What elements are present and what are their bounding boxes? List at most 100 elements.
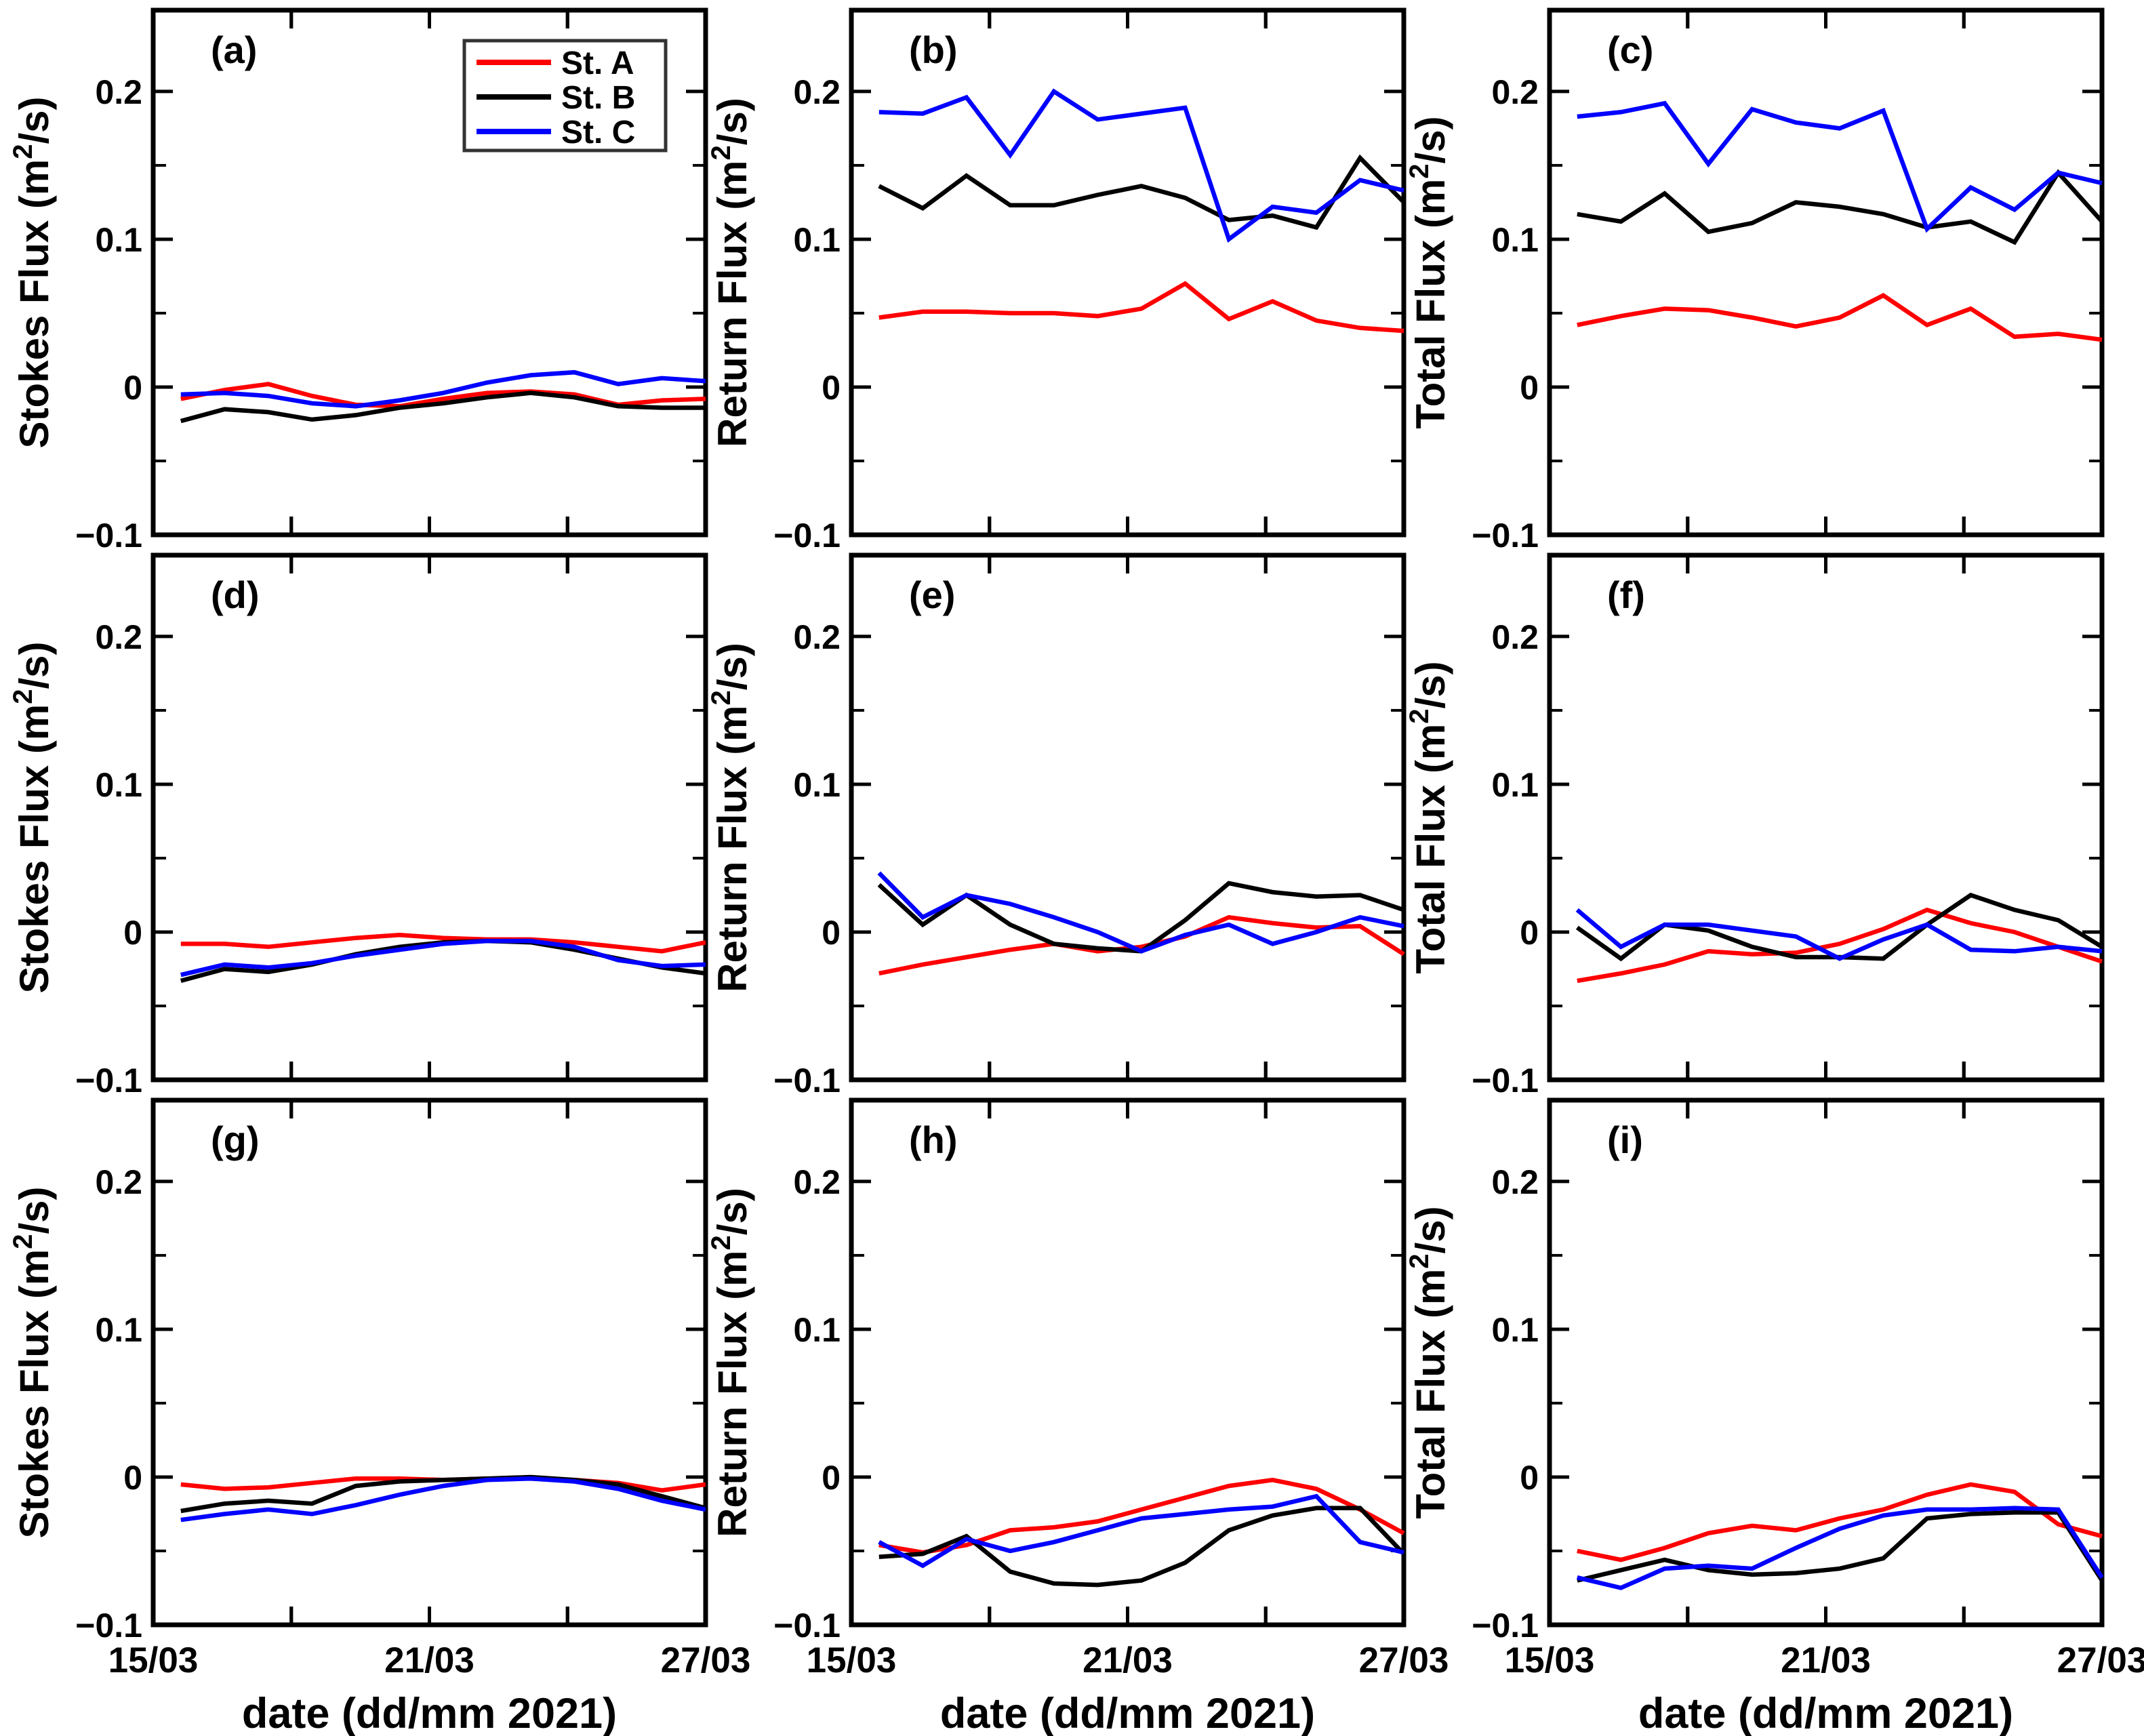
- y-tick-label: 0.1: [793, 221, 841, 259]
- axis-frame: [150, 1097, 708, 1628]
- axis-frame: [150, 7, 708, 538]
- y-axis-label: Stokes Flux (m2/s): [8, 1186, 57, 1538]
- y-tick-label: 0.1: [1491, 221, 1539, 259]
- series-line-st-c: [877, 871, 1404, 954]
- series-line-st-c: [1575, 908, 2103, 961]
- x-tick-label: 21/03: [384, 1640, 474, 1680]
- y-tick-label: 0.2: [95, 618, 142, 656]
- y-tick-label: −0.1: [773, 1062, 841, 1099]
- series-line-st-c: [1577, 1506, 2104, 1590]
- y-axis-label: Return Flux (m2/s): [706, 643, 755, 992]
- panel-d: 0.2 0.1 0 −0.1 Stokes Flux (m2/s) (d): [8, 552, 708, 1099]
- y-tick-label: 0.2: [793, 73, 841, 111]
- series-line-st-c: [180, 938, 706, 977]
- axis-frame: [1547, 1097, 2105, 1628]
- legend-label: St. B: [561, 80, 635, 116]
- series-line-st-b: [180, 390, 706, 424]
- y-tick-label: 0.2: [95, 1163, 142, 1201]
- y-tick-label: 0.2: [1491, 73, 1539, 111]
- x-tick-label: 21/03: [1781, 1640, 1871, 1680]
- panel-g: 0.2 0.1 0 −0.1 Stokes Flux (m2/s) (g) 15/03 21/…: [8, 1097, 750, 1736]
- y-tick-label: 0.1: [793, 766, 841, 804]
- y-tick-label: 0: [822, 369, 841, 407]
- axis-frame: [1547, 552, 2105, 1083]
- panel-letter: (b): [909, 28, 958, 71]
- y-tick-label: 0: [123, 369, 142, 407]
- series-line-st-a: [878, 281, 1404, 334]
- panel-letter: (c): [1607, 28, 1653, 71]
- y-tick-label: 0.1: [1491, 766, 1539, 804]
- axis-frame: [1547, 7, 2105, 538]
- y-tick-label: −0.1: [75, 517, 142, 554]
- y-tick-label: 0.2: [793, 618, 841, 656]
- x-tick-label: 27/03: [661, 1640, 751, 1680]
- x-tick-label: 15/03: [1505, 1640, 1595, 1680]
- x-axis-label: date (dd/mm 2021): [242, 1690, 617, 1736]
- y-axis-label: Total Flux (m2/s): [1404, 661, 1453, 973]
- y-tick-label: 0.1: [95, 766, 142, 804]
- y-tick-label: 0: [123, 914, 142, 952]
- panel-letter: (i): [1607, 1118, 1643, 1161]
- panel-letter: (a): [211, 28, 257, 71]
- panel-letter: (d): [211, 573, 260, 616]
- x-tick-label: 27/03: [1359, 1640, 1449, 1680]
- panel-letter: (h): [909, 1118, 958, 1161]
- panel-c: 0.2 0.1 0 −0.1 Total Flux (m2/s) (c): [1404, 7, 2105, 554]
- y-tick-label: 0: [822, 914, 841, 952]
- y-axis-label: Return Flux (m2/s): [706, 98, 755, 447]
- x-axis-label: date (dd/mm 2021): [1638, 1690, 2013, 1736]
- series-line-st-a: [1577, 1482, 2103, 1562]
- y-axis-label: Total Flux (m2/s): [1404, 1206, 1453, 1518]
- series-line-st-c: [878, 1493, 1404, 1569]
- y-tick-label: 0: [1520, 369, 1539, 407]
- axis-frame: [150, 552, 708, 1083]
- x-tick-label: 21/03: [1083, 1640, 1173, 1680]
- y-tick-label: −0.1: [1472, 1607, 1539, 1644]
- series-line-st-b: [878, 154, 1406, 230]
- y-tick-label: 0.1: [793, 1311, 841, 1349]
- axis-frame: [849, 1097, 1407, 1628]
- x-tick-label: 15/03: [807, 1640, 897, 1680]
- series-line-st-a: [878, 914, 1405, 976]
- y-tick-label: 0: [1520, 914, 1539, 952]
- y-tick-label: 0: [123, 1459, 142, 1497]
- y-tick-label: 0.2: [95, 73, 142, 111]
- y-tick-label: 0.2: [1491, 1163, 1539, 1201]
- series-line-st-c: [878, 88, 1404, 243]
- y-tick-label: −0.1: [773, 517, 841, 554]
- x-tick-label: 15/03: [108, 1640, 199, 1680]
- panel-e: 0.2 0.1 0 −0.1 Return Flux (m2/s) (e): [706, 552, 1407, 1099]
- x-tick-label: 27/03: [2057, 1640, 2144, 1680]
- series-line-st-a: [1577, 907, 2103, 984]
- y-tick-label: −0.1: [1472, 1062, 1539, 1099]
- axis-frame: [849, 7, 1407, 538]
- series-line-st-b: [877, 881, 1405, 954]
- series-line-st-b: [1577, 1510, 2104, 1583]
- series-line-st-c: [180, 369, 706, 409]
- series-line-st-c: [1577, 100, 2103, 233]
- x-axis-label: date (dd/mm 2021): [940, 1690, 1315, 1736]
- y-tick-label: 0.1: [95, 1311, 142, 1349]
- panel-b: 0.2 0.1 0 −0.1 Return Flux (m2/s) (b): [706, 7, 1407, 554]
- y-axis-label: Stokes Flux (m2/s): [8, 641, 57, 993]
- panel-h: 0.2 0.1 0 −0.1 Return Flux (m2/s) (h) 15/03 21/…: [706, 1097, 1449, 1736]
- series-line-st-a: [180, 933, 706, 954]
- panel-letter: (f): [1607, 573, 1645, 616]
- legend-label: St. A: [561, 45, 634, 81]
- axis-frame: [849, 552, 1407, 1083]
- y-axis-label: Return Flux (m2/s): [706, 1188, 755, 1537]
- y-tick-label: −0.1: [773, 1607, 841, 1644]
- y-tick-label: −0.1: [75, 1062, 142, 1099]
- series-line-st-b: [1577, 169, 2104, 245]
- series-line-st-a: [878, 1478, 1405, 1555]
- y-tick-label: 0.1: [1491, 1311, 1539, 1349]
- series-line-st-b: [180, 1474, 706, 1514]
- series-line-st-b: [878, 1506, 1406, 1588]
- y-tick-label: −0.1: [75, 1607, 142, 1644]
- panel-letter: (e): [909, 573, 955, 616]
- legend-label: St. C: [561, 115, 635, 150]
- series-line-st-c: [180, 1476, 706, 1522]
- y-tick-label: 0.2: [793, 1163, 841, 1201]
